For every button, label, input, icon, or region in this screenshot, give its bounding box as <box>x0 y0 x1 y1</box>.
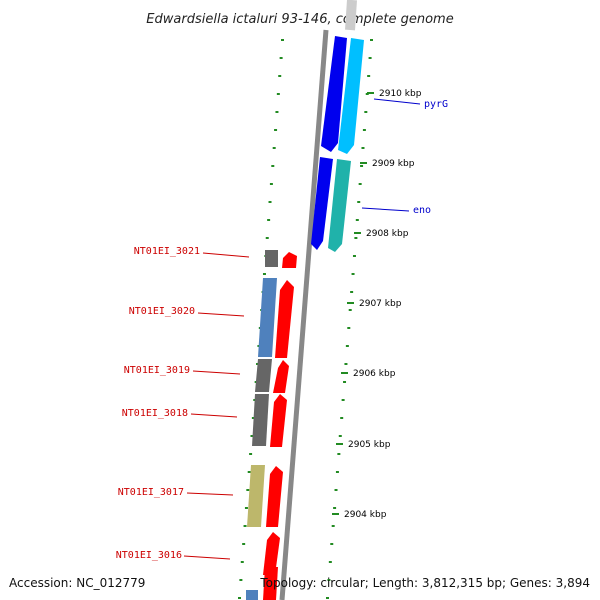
gene-label-eno[interactable]: eno <box>413 205 431 216</box>
gene-label-3019[interactable]: NT01EI_3019 <box>124 365 190 376</box>
gene-label-3021[interactable]: NT01EI_3021 <box>134 246 200 257</box>
label-line-pyrG <box>373 98 421 105</box>
kbp-ticks: 2910 kbp 2909 kbp 2908 kbp 2907 kbp 2906 kbp… <box>332 89 422 520</box>
tick-label: 2908 kbp <box>366 229 409 239</box>
gene-next-cds[interactable] <box>263 567 278 600</box>
label-line-3018 <box>190 413 238 418</box>
label-line-3020 <box>197 312 245 317</box>
feature-next-blue[interactable] <box>246 590 258 600</box>
tick-label: 2905 kbp <box>348 440 391 450</box>
gene-eno-reverse[interactable] <box>311 157 333 250</box>
feature-3020-blue[interactable] <box>258 278 277 357</box>
gene-label-3017[interactable]: NT01EI_3017 <box>118 487 184 498</box>
tick-label: 2907 kbp <box>359 299 402 309</box>
feature-3019-gray[interactable] <box>255 359 272 392</box>
feature-3021-gray[interactable] <box>265 250 278 267</box>
label-line-3016 <box>183 555 231 560</box>
gene-3018-cds[interactable] <box>270 394 287 447</box>
accession-text: Accession: NC_012779 <box>9 576 146 590</box>
gene-label-3020[interactable]: NT01EI_3020 <box>129 306 195 317</box>
topology-text: Topology: circular; Length: 3,812,315 bp… <box>260 576 590 590</box>
gene-3016-cds[interactable] <box>263 532 280 575</box>
feature-3017-khaki[interactable] <box>247 465 265 527</box>
genome-backbone <box>279 29 329 600</box>
tick-label: 2910 kbp <box>379 89 422 99</box>
gene-label-3016[interactable]: NT01EI_3016 <box>116 550 182 561</box>
gene-3021-cds[interactable] <box>282 252 297 268</box>
feature-3018-gray[interactable] <box>252 394 269 446</box>
label-line-eno <box>361 207 410 212</box>
backbone-top-fade <box>345 0 357 31</box>
gene-label-pyrG[interactable]: pyrG <box>424 99 448 110</box>
map-title: Edwardsiella ictaluri 93-146, complete g… <box>146 12 453 27</box>
label-line-3019 <box>192 370 241 375</box>
gene-label-3018[interactable]: NT01EI_3018 <box>122 408 188 419</box>
label-line-3017 <box>186 492 234 496</box>
gene-3017-cds[interactable] <box>266 466 283 527</box>
gene-3020-cds[interactable] <box>275 280 294 358</box>
tick-label: 2906 kbp <box>353 369 396 379</box>
gene-pyrG-cyan[interactable] <box>338 38 364 154</box>
label-line-3021 <box>202 252 250 258</box>
gene-eno-teal[interactable] <box>328 159 351 252</box>
gene-3019-cds[interactable] <box>273 360 289 393</box>
tick-label: 2904 kbp <box>344 510 387 520</box>
tick-label: 2909 kbp <box>372 159 415 169</box>
gene-pyrG-reverse[interactable] <box>321 36 347 152</box>
